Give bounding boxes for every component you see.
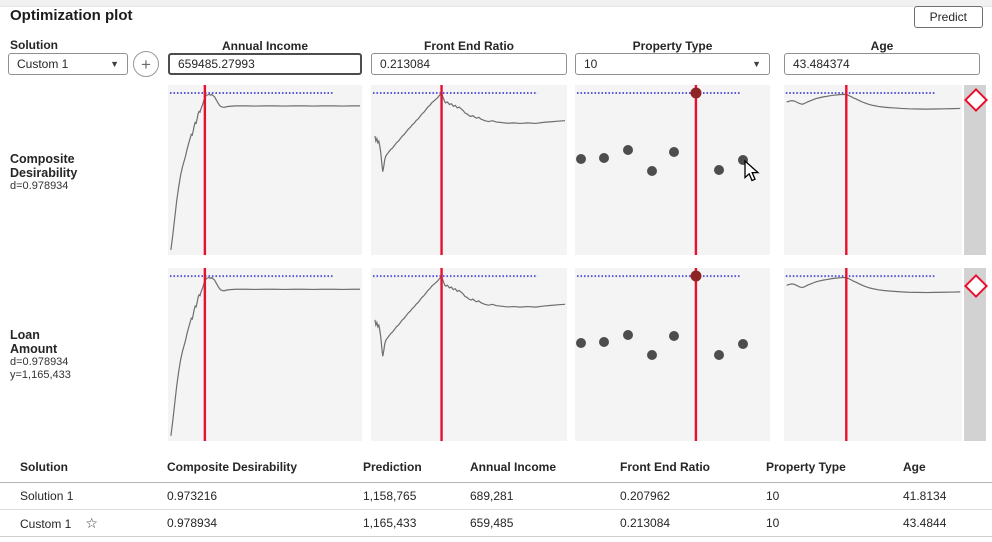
annual-income-input[interactable] bbox=[168, 53, 362, 75]
table-row[interactable]: Solution 1 0.973216 1,158,765 689,281 0.2079… bbox=[0, 483, 992, 510]
add-solution-button[interactable]: + bbox=[133, 51, 159, 77]
page-title: Optimization plot bbox=[10, 7, 133, 24]
table-cell: 0.978934 bbox=[167, 516, 218, 530]
profile-cell-property_type-loan_amount[interactable] bbox=[575, 268, 770, 441]
table-cell: 689,281 bbox=[470, 489, 514, 503]
table-header-row: Solution Composite Desirability Prediction… bbox=[0, 452, 992, 483]
front-end-ratio-input[interactable] bbox=[371, 53, 567, 75]
chevron-down-icon: ▼ bbox=[110, 59, 119, 69]
factor-header-age: Age bbox=[870, 39, 894, 53]
selected-level-point[interactable] bbox=[690, 270, 702, 282]
predict-button[interactable]: Predict bbox=[913, 6, 983, 28]
scatter-point bbox=[647, 350, 658, 361]
table-column-header: Prediction bbox=[363, 460, 422, 474]
scatter-point bbox=[669, 331, 680, 342]
table-column-header: Property Type bbox=[766, 460, 846, 474]
profile-cell-age-loan_amount[interactable] bbox=[784, 268, 962, 441]
scatter-point bbox=[737, 339, 748, 350]
scatter-point bbox=[599, 153, 610, 164]
table-row[interactable]: Custom 1 ☆ 0.978934 1,165,433 659,485 0.21308… bbox=[0, 510, 992, 537]
top-divider bbox=[0, 0, 992, 7]
property-type-select[interactable]: 10 ▼ bbox=[575, 53, 770, 75]
scatter-point bbox=[599, 337, 610, 348]
table-cell: 1,158,765 bbox=[363, 489, 417, 503]
profile-cell-front_end_ratio-composite_desirability[interactable] bbox=[371, 85, 567, 255]
scatter-point bbox=[669, 147, 680, 158]
profile-cell-annual_income-composite_desirability[interactable] bbox=[168, 85, 362, 255]
profile-cell-property_type-composite_desirability[interactable] bbox=[575, 85, 770, 255]
table-cell: 10 bbox=[766, 516, 780, 530]
mouse-cursor-icon bbox=[744, 160, 760, 182]
scatter-point bbox=[622, 145, 633, 156]
factor-header-property-type: Property Type bbox=[632, 39, 713, 53]
table-cell: 0.213084 bbox=[620, 516, 671, 530]
scatter-point bbox=[622, 329, 633, 340]
table-column-header: Age bbox=[903, 460, 926, 474]
profile-cell-annual_income-loan_amount[interactable] bbox=[168, 268, 362, 441]
scatter-point bbox=[737, 154, 748, 165]
scatter-point bbox=[714, 165, 725, 175]
scatter-point bbox=[575, 338, 586, 349]
response-curve bbox=[375, 94, 565, 172]
response-curve bbox=[787, 94, 961, 109]
response-curve bbox=[171, 278, 360, 436]
desirability-scale-track[interactable] bbox=[964, 85, 986, 255]
response-label-composite-desirability: Composite Desirability d=0.978934 bbox=[10, 152, 78, 192]
table-cell: 0.207962 bbox=[620, 489, 671, 503]
scatter-point bbox=[714, 349, 725, 360]
property-type-select-value: 10 bbox=[584, 57, 598, 71]
table-column-header: Front End Ratio bbox=[620, 460, 710, 474]
factor-header-annual-income: Annual Income bbox=[221, 39, 308, 53]
table-cell: Solution 1 bbox=[20, 489, 74, 503]
table-cell: 659,485 bbox=[470, 516, 514, 530]
table-column-header: Composite Desirability bbox=[167, 460, 298, 474]
selected-level-point[interactable] bbox=[690, 87, 702, 99]
table-cell: Custom 1 ☆ bbox=[20, 514, 98, 531]
table-cell: 41.8134 bbox=[903, 489, 947, 503]
table-cell: 43.4844 bbox=[903, 516, 947, 530]
response-label-loan-amount: Loan Amount d=0.978934 y=1,165,433 bbox=[10, 328, 71, 381]
table-column-header: Solution bbox=[20, 460, 68, 474]
profile-cell-front_end_ratio-loan_amount[interactable] bbox=[371, 268, 567, 441]
response-curve bbox=[787, 278, 961, 293]
profile-cell-age-composite_desirability[interactable] bbox=[784, 85, 962, 255]
response-curve bbox=[171, 94, 360, 250]
table-column-header: Annual Income bbox=[470, 460, 557, 474]
scatter-point bbox=[647, 165, 658, 176]
star-icon: ☆ bbox=[85, 514, 98, 531]
factor-header-front-end-ratio: Front End Ratio bbox=[424, 39, 514, 53]
solution-select-value: Custom 1 bbox=[17, 57, 69, 71]
table-cell: 1,165,433 bbox=[363, 516, 417, 530]
solution-select[interactable]: Custom 1 ▼ bbox=[8, 53, 128, 75]
response-curve bbox=[375, 277, 565, 357]
solutions-table: Solution Composite Desirability Prediction… bbox=[0, 452, 992, 537]
chevron-down-icon: ▼ bbox=[752, 59, 761, 69]
desirability-scale-track[interactable] bbox=[964, 268, 986, 441]
solution-label: Solution bbox=[10, 38, 58, 52]
age-input[interactable] bbox=[784, 53, 980, 75]
scatter-point bbox=[575, 153, 586, 164]
table-cell: 10 bbox=[766, 489, 780, 503]
table-cell: 0.973216 bbox=[167, 489, 218, 503]
